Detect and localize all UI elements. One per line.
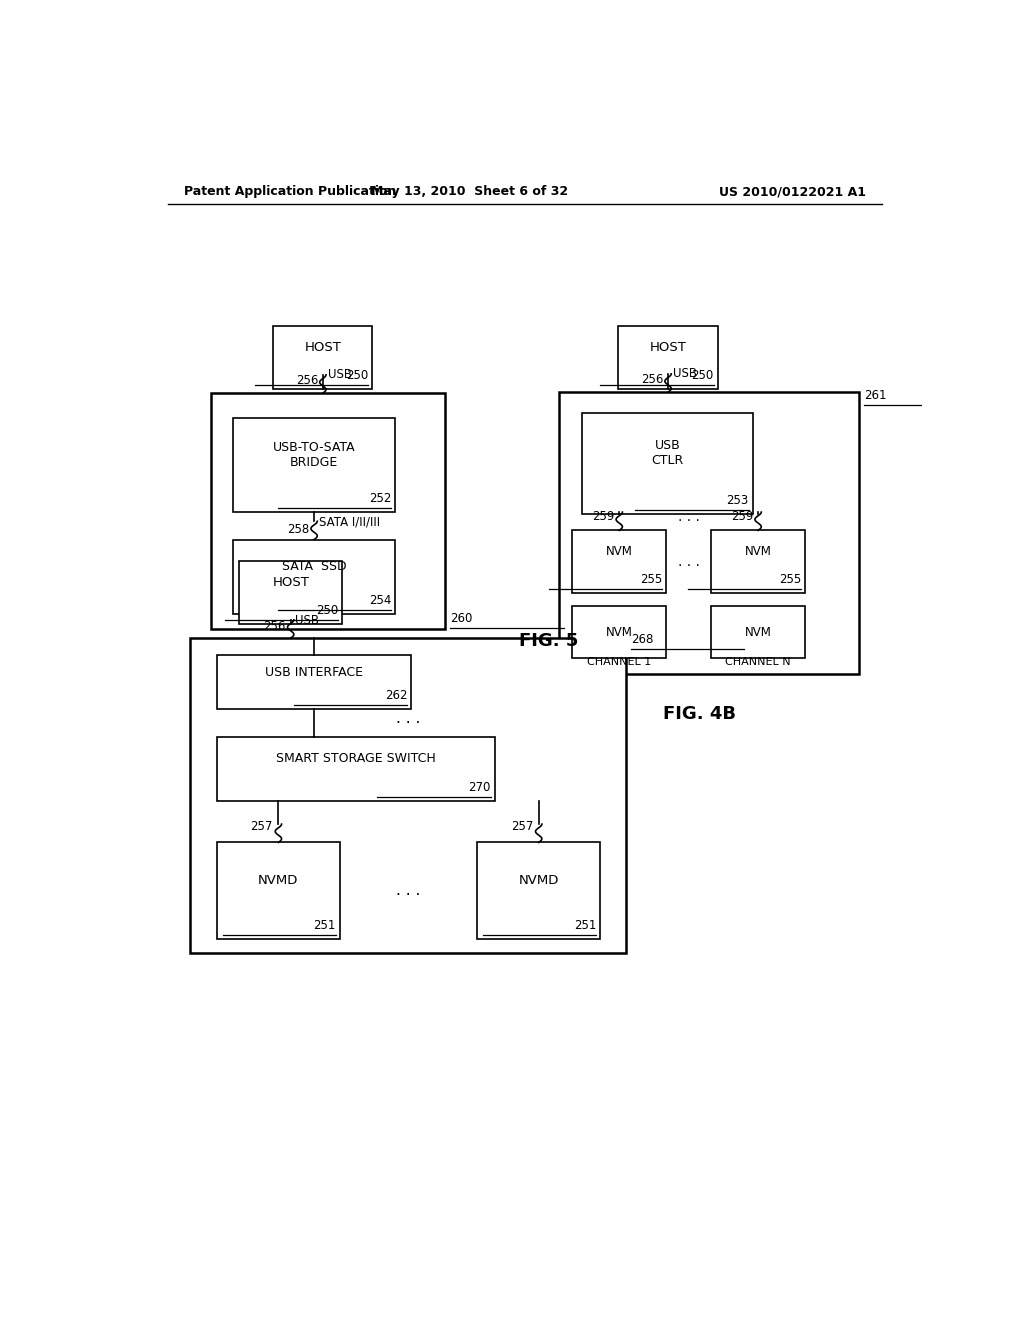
Text: CHANNEL N: CHANNEL N xyxy=(725,656,791,667)
Text: 254: 254 xyxy=(369,594,391,607)
Bar xyxy=(712,606,805,659)
Text: 260: 260 xyxy=(451,612,473,624)
Bar xyxy=(618,326,718,389)
Text: 258: 258 xyxy=(287,523,309,536)
Text: FIG. 4B: FIG. 4B xyxy=(663,705,736,723)
Text: FIG. 5: FIG. 5 xyxy=(519,632,579,651)
Bar xyxy=(217,737,495,801)
Text: USB: USB xyxy=(673,367,696,380)
Text: 257: 257 xyxy=(251,820,272,833)
Bar xyxy=(572,606,666,659)
Text: May 13, 2010  Sheet 6 of 32: May 13, 2010 Sheet 6 of 32 xyxy=(371,185,568,198)
Text: NVM: NVM xyxy=(606,545,633,558)
Text: 255: 255 xyxy=(778,573,801,586)
Text: HOST: HOST xyxy=(272,576,309,589)
Bar xyxy=(712,531,805,594)
Text: 256: 256 xyxy=(641,374,664,387)
Text: SMART STORAGE SWITCH: SMART STORAGE SWITCH xyxy=(275,752,435,766)
Text: NVM: NVM xyxy=(744,545,771,558)
Text: 250: 250 xyxy=(316,603,338,616)
Bar xyxy=(582,413,753,515)
Bar xyxy=(477,842,600,939)
Text: NVM: NVM xyxy=(744,626,771,639)
Bar xyxy=(232,540,395,614)
Text: 259: 259 xyxy=(592,510,614,523)
Text: NVMD: NVMD xyxy=(258,874,299,887)
Text: 262: 262 xyxy=(385,689,408,702)
Text: 255: 255 xyxy=(640,573,663,586)
Bar xyxy=(217,842,340,939)
Text: . . .: . . . xyxy=(678,554,699,569)
Text: HOST: HOST xyxy=(304,341,341,354)
Text: Patent Application Publication: Patent Application Publication xyxy=(183,185,396,198)
Text: USB-TO-SATA
BRIDGE: USB-TO-SATA BRIDGE xyxy=(272,441,355,469)
Text: 268: 268 xyxy=(631,634,653,647)
Text: HOST: HOST xyxy=(649,341,686,354)
Bar xyxy=(232,417,395,512)
Text: 250: 250 xyxy=(691,370,714,381)
Text: . . .: . . . xyxy=(678,511,699,524)
Text: NVM: NVM xyxy=(606,626,633,639)
Text: USB: USB xyxy=(328,368,351,381)
Text: USB: USB xyxy=(296,614,319,627)
Text: . . .: . . . xyxy=(396,883,421,898)
Text: FIG. 4A: FIG. 4A xyxy=(292,664,365,681)
Bar xyxy=(572,531,666,594)
Text: 257: 257 xyxy=(511,820,534,833)
Text: 256: 256 xyxy=(263,620,286,634)
Text: 270: 270 xyxy=(468,780,490,793)
Text: NVMD: NVMD xyxy=(518,874,559,887)
Bar xyxy=(559,392,859,673)
Text: 251: 251 xyxy=(313,919,336,932)
Bar xyxy=(211,393,445,630)
Text: 253: 253 xyxy=(726,494,749,507)
Bar xyxy=(189,638,627,953)
Text: 256: 256 xyxy=(296,375,318,388)
Bar xyxy=(240,561,342,624)
Text: USB INTERFACE: USB INTERFACE xyxy=(265,665,364,678)
Text: 250: 250 xyxy=(346,370,369,381)
Text: 252: 252 xyxy=(369,492,391,506)
Text: 261: 261 xyxy=(863,389,886,403)
Text: SATA I/II/III: SATA I/II/III xyxy=(318,516,380,529)
Bar xyxy=(273,326,373,389)
Text: SATA  SSD: SATA SSD xyxy=(282,560,346,573)
Text: USB
CTLR: USB CTLR xyxy=(651,440,683,467)
Text: US 2010/0122021 A1: US 2010/0122021 A1 xyxy=(719,185,866,198)
Text: . . .: . . . xyxy=(396,711,421,726)
Text: CHANNEL 1: CHANNEL 1 xyxy=(587,656,651,667)
Text: 251: 251 xyxy=(573,919,596,932)
Bar xyxy=(217,656,412,709)
Text: 259: 259 xyxy=(731,510,754,523)
